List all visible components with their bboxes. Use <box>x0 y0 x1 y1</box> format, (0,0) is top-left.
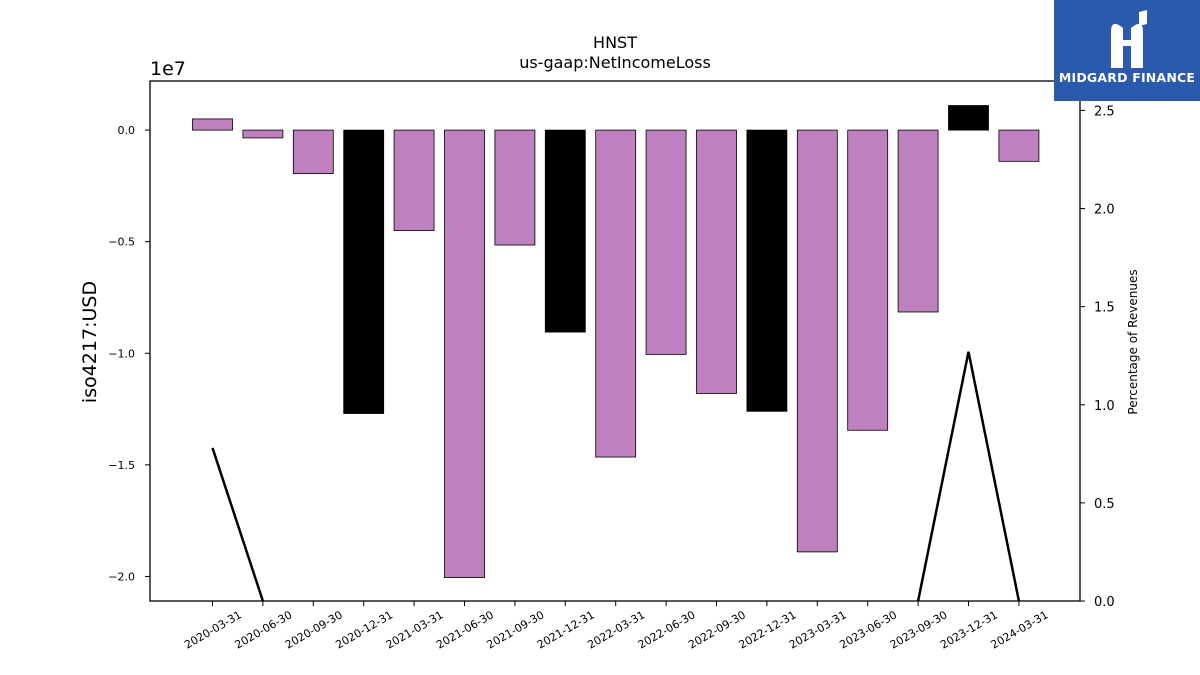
y-axis-label: iso4217:USD <box>79 281 101 403</box>
bar-2020-12-31 <box>343 129 385 414</box>
y2-tick-label: 2.5 <box>1094 104 1115 119</box>
bars-layer <box>192 105 1040 578</box>
chart-title: HNST <box>593 33 637 52</box>
y2-tick-label: 1.5 <box>1094 301 1115 316</box>
y2-axis-label: Percentage of Revenues <box>1126 269 1140 414</box>
brand-name: MIDGARD FINANCE <box>1058 70 1196 85</box>
bar-2020-06-30 <box>242 129 284 139</box>
bar-2022-12-31 <box>746 129 788 412</box>
bar-2021-03-31 <box>393 129 435 231</box>
bar-2024-03-31 <box>998 129 1040 162</box>
bar-2021-09-30 <box>494 129 536 246</box>
chart-subtitle: us-gaap:NetIncomeLoss <box>519 53 711 72</box>
y2-tick-label: 2.0 <box>1094 203 1115 218</box>
x-tick-label: 2024-03-31 <box>989 608 1051 651</box>
bar-2023-03-31 <box>796 129 838 553</box>
logo-mark-icon <box>1111 10 1147 68</box>
line-layer <box>211 351 1021 602</box>
plot-frame <box>149 80 1081 602</box>
y2-ticks-layer: 0.0 0.5 1.0 1.5 2.0 2.5 <box>1080 104 1115 610</box>
bar-2023-12-31 <box>948 105 989 131</box>
y2-tick-label: 0.5 <box>1094 497 1115 512</box>
bar-2022-03-31 <box>595 129 637 458</box>
bar-2023-06-30 <box>847 129 889 431</box>
y-tick-label: −1.5 <box>108 459 135 472</box>
y-tick-label: −2.0 <box>108 570 135 583</box>
ratio-line-segment-1 <box>211 447 265 602</box>
x-ticks-layer: 2020-03-312020-06-302020-09-302020-12-31… <box>182 601 1050 652</box>
y-ticks-layer: 0.0 −0.5 −1.0 −1.5 −2.0 <box>108 124 150 583</box>
ratio-line-segment-2 <box>916 351 1021 602</box>
bar-2020-09-30 <box>292 129 334 175</box>
y-tick-label: 0.0 <box>118 124 136 137</box>
y2-tick-label: 0.0 <box>1094 595 1115 610</box>
bar-2021-06-30 <box>444 129 485 578</box>
bar-2020-03-31 <box>192 118 233 131</box>
y2-tick-label: 1.0 <box>1094 399 1115 414</box>
y-tick-label: −0.5 <box>108 236 135 249</box>
bar-2021-12-31 <box>544 129 586 333</box>
y-axis-offset-label: 1e7 <box>150 58 186 80</box>
bar-2022-06-30 <box>645 129 687 355</box>
bar-2023-09-30 <box>897 129 939 313</box>
y-tick-label: −1.0 <box>108 347 135 360</box>
bar-2022-09-30 <box>696 129 737 394</box>
brand-logo: MIDGARD FINANCE <box>1054 0 1200 101</box>
